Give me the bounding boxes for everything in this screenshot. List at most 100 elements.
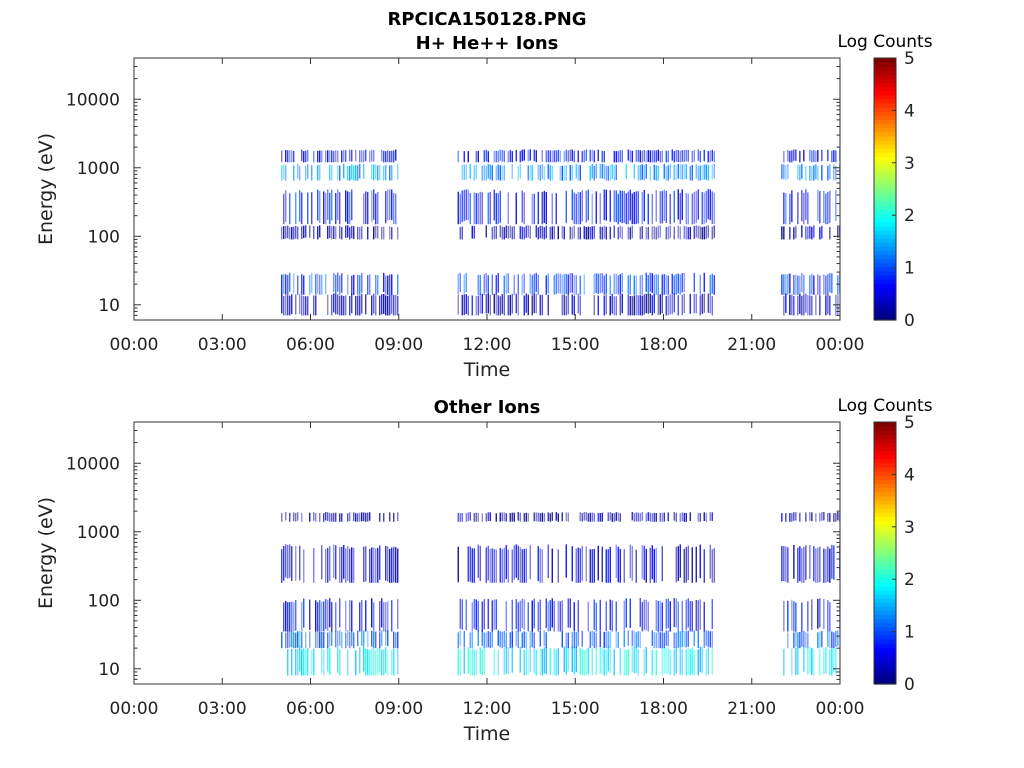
data-cell	[485, 165, 487, 181]
data-cell	[303, 648, 305, 676]
data-cell	[673, 293, 675, 313]
colorbar-segment	[874, 148, 896, 153]
data-cell	[711, 191, 713, 224]
data-cell	[359, 602, 361, 632]
data-cell	[637, 150, 639, 162]
data-cell	[345, 295, 347, 316]
data-cell	[633, 630, 635, 647]
colorbar-segment	[874, 577, 896, 583]
data-cell	[373, 648, 375, 676]
data-cell	[815, 164, 817, 180]
colorbar-tick-label: 3	[904, 518, 915, 538]
data-cell	[385, 647, 387, 674]
data-cell	[481, 601, 483, 632]
colorbar-segment	[874, 213, 896, 219]
data-cell	[623, 631, 625, 648]
data-cell	[393, 512, 395, 522]
data-cell	[585, 149, 587, 161]
data-cell	[711, 164, 713, 180]
data-cell	[383, 166, 385, 181]
data-cell	[379, 646, 381, 673]
data-cell	[597, 149, 599, 162]
data-cell	[459, 193, 461, 225]
data-cell	[517, 166, 519, 181]
data-cell	[519, 226, 521, 240]
data-cell	[651, 273, 653, 293]
data-cell	[793, 296, 795, 316]
data-cell	[355, 165, 357, 181]
data-cell	[665, 275, 667, 295]
data-cell	[381, 294, 383, 315]
colorbar-segment	[874, 66, 896, 71]
data-cell	[491, 274, 493, 295]
data-cell	[803, 631, 805, 648]
data-cell	[585, 190, 587, 223]
data-cell	[707, 225, 709, 238]
data-cell	[377, 191, 379, 225]
data-cell	[789, 273, 791, 294]
data-cell	[609, 512, 611, 521]
data-cell	[353, 632, 355, 649]
data-cell	[337, 150, 339, 163]
colorbar-segment	[874, 426, 896, 431]
data-cell	[497, 193, 499, 225]
data-cell	[477, 544, 479, 578]
data-cell	[613, 165, 615, 181]
data-cell	[475, 599, 477, 630]
data-cell	[299, 190, 301, 222]
data-cell	[371, 648, 373, 676]
colorbar-segment	[874, 307, 896, 313]
data-cell	[689, 512, 691, 521]
data-cell	[385, 151, 387, 163]
data-cell	[471, 548, 473, 583]
data-cell	[697, 600, 699, 632]
data-cell	[287, 631, 289, 648]
data-cell	[301, 226, 303, 240]
spectrogram	[281, 512, 841, 676]
data-cell	[519, 600, 521, 632]
colorbar-label: Log Counts	[837, 32, 932, 52]
data-cell	[485, 225, 487, 238]
data-cell	[831, 150, 833, 163]
data-cell	[629, 150, 631, 162]
data-cell	[593, 599, 595, 630]
data-cell	[629, 598, 631, 628]
data-cell	[647, 193, 649, 225]
data-cell	[621, 293, 623, 314]
colorbar-segment	[874, 291, 896, 297]
data-cell	[569, 165, 571, 181]
data-cell	[613, 649, 615, 676]
colorbar-tick-label: 4	[904, 101, 915, 121]
data-cell	[805, 512, 807, 522]
colorbar-segment	[874, 303, 896, 309]
data-cell	[371, 547, 373, 583]
data-cell	[339, 225, 341, 239]
colorbar-segment	[874, 270, 896, 276]
data-cell	[291, 150, 293, 163]
colorbar-segment	[874, 475, 896, 480]
data-cell	[629, 544, 631, 579]
data-cell	[297, 275, 299, 295]
x-tick-label: 00:00	[816, 335, 865, 355]
data-cell	[711, 631, 713, 648]
data-cell	[389, 189, 391, 220]
data-cell	[629, 227, 631, 240]
data-cell	[525, 512, 527, 522]
data-cell	[333, 151, 335, 163]
data-cell	[595, 191, 597, 224]
x-tick-label: 00:00	[110, 335, 159, 355]
colorbar-segment	[874, 471, 896, 476]
data-cell	[663, 632, 665, 649]
data-cell	[485, 547, 487, 583]
data-cell	[515, 149, 517, 162]
data-cell	[359, 150, 361, 163]
data-cell	[641, 150, 643, 163]
data-cell	[663, 189, 665, 221]
colorbar-segment	[874, 262, 896, 268]
colorbar-segment	[874, 103, 896, 108]
data-cell	[569, 226, 571, 240]
data-cell	[465, 599, 467, 631]
data-cell	[327, 512, 329, 521]
data-cell	[331, 294, 333, 316]
